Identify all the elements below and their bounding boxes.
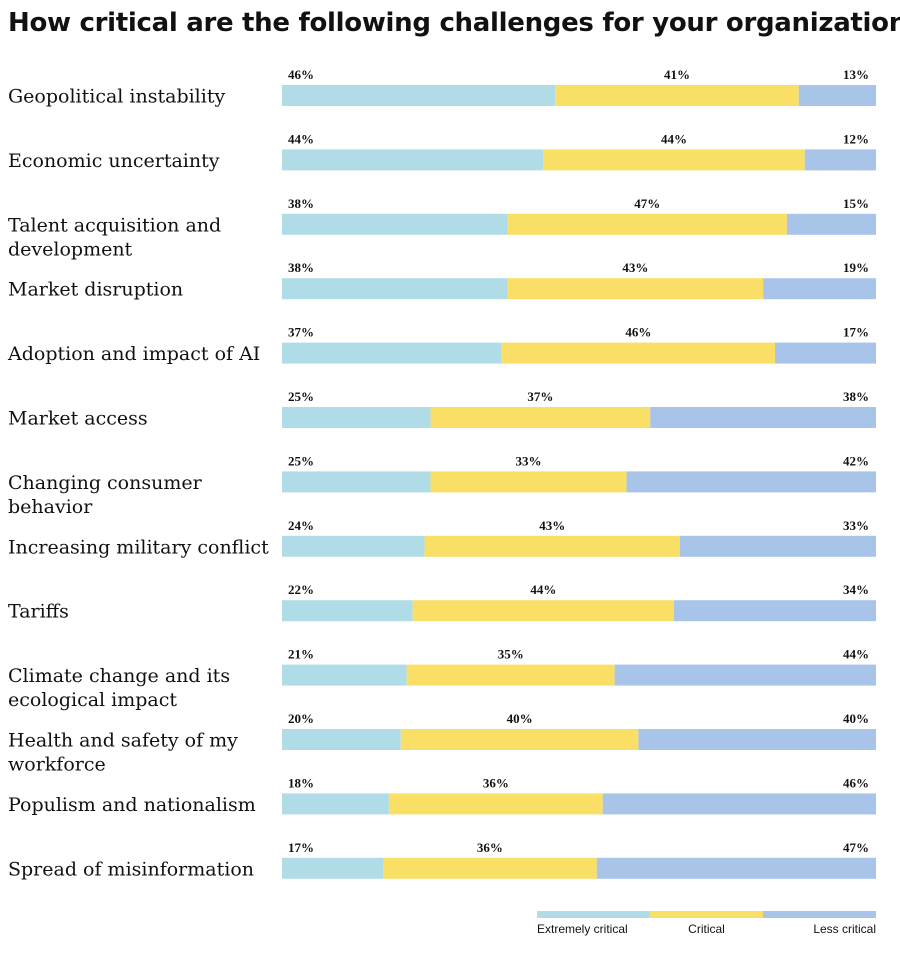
category-label: Changing consumer behavior (8, 472, 203, 518)
data-label: 12% (843, 131, 869, 146)
bar-segment (804, 149, 876, 171)
data-label: 20% (288, 711, 314, 726)
bar-segment (282, 278, 508, 300)
bar-segment (602, 793, 876, 815)
legend-label: Critical (688, 922, 725, 936)
category-label: Spread of misinformation (8, 858, 254, 880)
data-label: 38% (288, 196, 314, 211)
bar-segment (282, 342, 502, 364)
category-label: Market access (8, 408, 148, 430)
bar-segment (674, 600, 876, 622)
bar-segment (679, 535, 876, 557)
data-label: 44% (288, 131, 314, 146)
bar-segment (638, 729, 876, 750)
data-label: 44% (661, 131, 687, 146)
bar-segment (614, 664, 876, 686)
chart-title: How critical are the following challenge… (8, 8, 900, 38)
data-label: 43% (622, 260, 648, 275)
legend-label: Less critical (813, 922, 876, 936)
data-label: 37% (288, 325, 314, 340)
legend-swatch (537, 911, 650, 918)
data-label: 15% (843, 196, 869, 211)
data-label: 17% (843, 325, 869, 340)
bar-segment (507, 278, 764, 300)
bar-segment (763, 278, 876, 300)
data-label: 41% (664, 67, 690, 82)
data-label: 44% (530, 582, 556, 597)
data-label: 25% (288, 453, 314, 468)
bar-segment (543, 149, 805, 171)
data-label: 47% (843, 840, 869, 855)
data-label: 18% (288, 775, 314, 790)
bar-segment (786, 213, 876, 235)
legend-swatch (650, 911, 763, 918)
category-label: Economic uncertainty (8, 150, 220, 172)
bar-segment (507, 213, 787, 235)
data-label: 13% (843, 67, 869, 82)
data-label: 17% (288, 840, 314, 855)
bar-segment (282, 407, 431, 428)
data-label: 35% (498, 647, 524, 662)
category-label: Tariffs (8, 601, 69, 623)
bar-segment (406, 664, 615, 686)
data-label: 42% (843, 453, 869, 468)
bar-segment (282, 471, 431, 493)
bar-segment (282, 149, 544, 171)
category-label: Adoption and impact of AI (7, 343, 260, 365)
data-label: 44% (843, 647, 869, 662)
bar-segment (282, 85, 556, 106)
bar-segment (282, 857, 383, 879)
data-label: 19% (843, 260, 869, 275)
legend-label: Extremely critical (537, 922, 628, 936)
data-label: 22% (288, 582, 314, 597)
data-label: 36% (477, 840, 503, 855)
category-label: Increasing military conflict (8, 536, 269, 558)
bar-segment (501, 342, 776, 364)
data-label: 21% (288, 647, 314, 662)
bar-segment (412, 600, 675, 622)
data-label: 36% (483, 775, 509, 790)
data-label: 46% (288, 67, 314, 82)
data-label: 40% (507, 711, 533, 726)
bar-segment (400, 729, 639, 750)
data-label: 38% (288, 260, 314, 275)
bar-segment (798, 85, 876, 106)
data-label: 24% (288, 518, 314, 533)
data-label: 47% (634, 196, 660, 211)
bar-segment (775, 342, 876, 364)
data-label: 25% (288, 389, 314, 404)
bar-segment (282, 664, 407, 686)
data-label: 33% (843, 518, 869, 533)
category-label: Talent acquisition and development (8, 214, 221, 260)
data-label: 38% (843, 389, 869, 404)
category-label: Health and safety of my workforce (8, 730, 238, 776)
data-label: 34% (843, 582, 869, 597)
bar-segment (282, 793, 389, 815)
bar-segment (430, 471, 627, 493)
legend-swatch (763, 911, 876, 918)
bar-segment (282, 729, 401, 750)
bar-segment (650, 407, 876, 428)
bar-segment (555, 85, 799, 106)
data-label: 43% (539, 518, 565, 533)
category-label: Climate change and its ecological impact (8, 665, 230, 711)
bar-segment (282, 600, 413, 622)
bar-segment (430, 407, 651, 428)
bar-segment (626, 471, 876, 493)
data-label: 46% (625, 325, 651, 340)
category-label: Populism and nationalism (8, 794, 256, 816)
bar-segment (388, 793, 603, 815)
bar-segment (382, 857, 597, 879)
bar-segment (596, 857, 876, 879)
category-label: Market disruption (8, 279, 183, 301)
bar-segment (424, 535, 680, 557)
category-label: Geopolitical instability (8, 86, 225, 108)
data-label: 33% (516, 453, 542, 468)
bar-segment (282, 213, 508, 235)
data-label: 46% (843, 775, 869, 790)
bar-segment (282, 535, 425, 557)
data-label: 37% (527, 389, 553, 404)
data-label: 40% (843, 711, 869, 726)
